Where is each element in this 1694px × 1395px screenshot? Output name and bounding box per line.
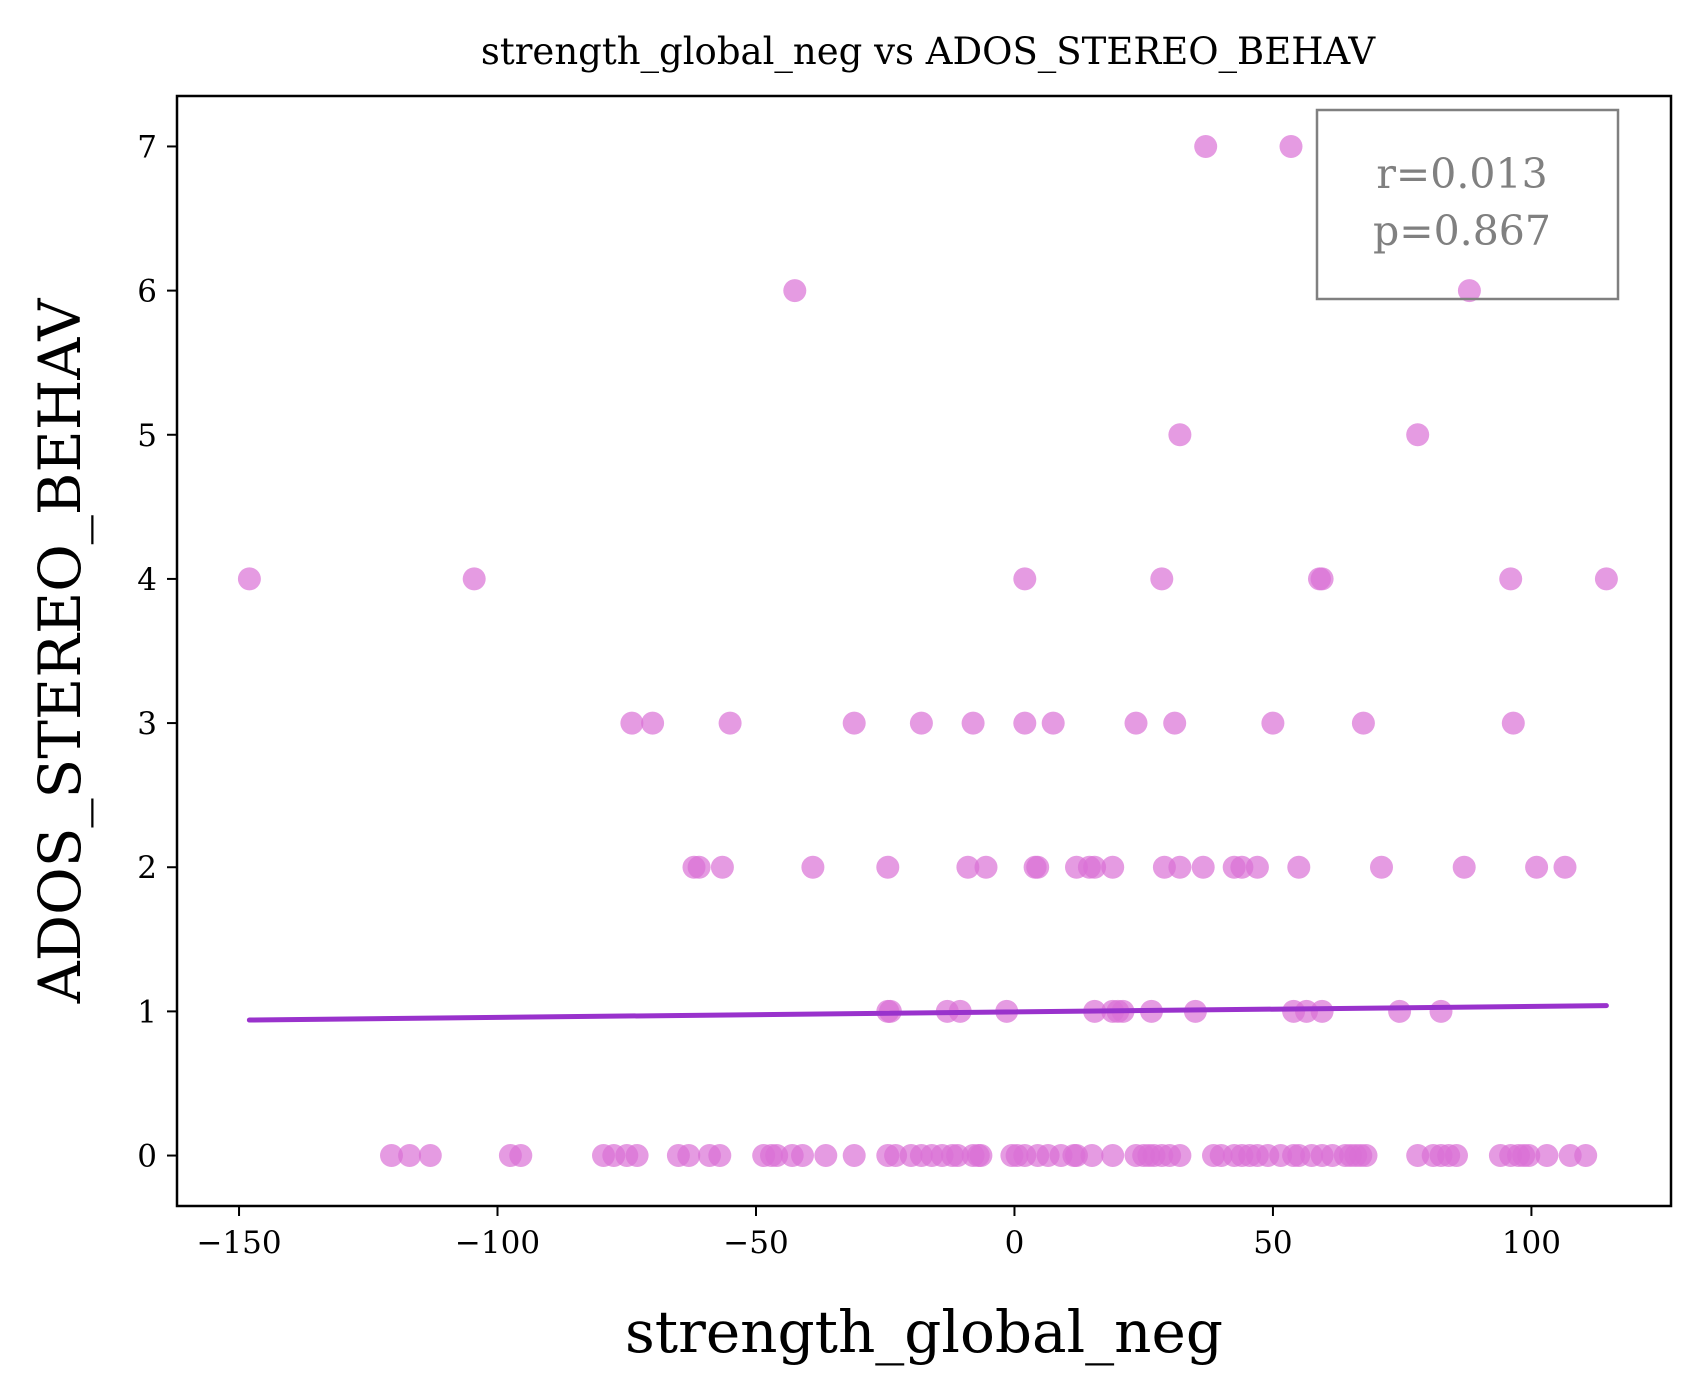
data-point <box>1124 711 1148 735</box>
data-point <box>1501 711 1525 735</box>
data-point <box>842 711 866 735</box>
data-point <box>1535 1144 1559 1167</box>
data-point <box>462 567 486 591</box>
data-point <box>509 1144 533 1167</box>
data-point <box>1168 855 1192 879</box>
data-point <box>842 1144 866 1167</box>
data-point <box>380 1144 403 1167</box>
stats-p-value: p=0.867 <box>1373 207 1551 255</box>
data-point <box>1517 1144 1541 1167</box>
x-tick-label: −150 <box>196 1225 281 1261</box>
chart-title: strength_global_neg vs ADOS_STEREO_BEHAV <box>481 30 1376 74</box>
data-point <box>1245 855 1269 879</box>
data-point <box>956 855 980 879</box>
data-point <box>1452 855 1476 879</box>
data-point <box>1553 855 1577 879</box>
data-point <box>791 1144 814 1167</box>
y-tick-label: 0 <box>137 1139 157 1175</box>
y-tick-label: 2 <box>137 850 157 886</box>
y-tick-label: 4 <box>137 562 157 598</box>
data-point <box>1370 855 1393 879</box>
data-point <box>1279 135 1303 158</box>
y-tick-label: 5 <box>137 418 157 454</box>
data-point <box>1080 1144 1104 1167</box>
data-point <box>1191 855 1215 879</box>
data-point <box>961 711 985 735</box>
data-point <box>1310 999 1334 1023</box>
data-point <box>1406 423 1430 447</box>
x-tick-label: −100 <box>455 1225 540 1261</box>
data-point <box>1445 1144 1468 1167</box>
data-point <box>1457 279 1481 303</box>
data-point <box>814 1144 838 1167</box>
data-point <box>783 279 807 303</box>
data-point <box>909 711 933 735</box>
x-tick-label: 0 <box>1005 1225 1025 1261</box>
data-point <box>1101 855 1125 879</box>
data-point <box>1354 1144 1378 1167</box>
stats-r-value: r=0.013 <box>1376 150 1547 198</box>
data-point <box>1013 567 1037 591</box>
data-point <box>620 711 644 735</box>
data-point <box>708 1144 732 1167</box>
data-point <box>801 855 825 879</box>
data-point <box>1041 711 1065 735</box>
fit-layer <box>246 1003 1609 1023</box>
data-point <box>1525 855 1549 879</box>
x-axis: −150 −100 −50 0 50 100 <box>196 1206 1561 1261</box>
data-point <box>1026 855 1050 879</box>
data-point <box>1351 711 1375 735</box>
y-tick-label: 1 <box>137 994 157 1030</box>
y-tick-label: 3 <box>137 706 157 742</box>
data-point <box>1574 1144 1598 1167</box>
y-axis-label: ADOS_STEREO_BEHAV <box>26 298 94 1005</box>
data-point <box>1168 423 1192 447</box>
data-point <box>641 711 665 735</box>
data-point <box>974 855 998 879</box>
x-axis-label: strength_global_neg <box>625 1298 1223 1366</box>
x-tick-label: −50 <box>723 1225 788 1261</box>
points-layer <box>237 135 1618 1167</box>
data-point <box>687 855 711 879</box>
data-point <box>1388 999 1412 1023</box>
stats-box-frame <box>1315 108 1620 301</box>
data-point <box>398 1144 422 1167</box>
data-point <box>1150 567 1174 591</box>
data-point <box>969 1144 993 1167</box>
plot-frame <box>175 94 1673 1208</box>
data-point <box>710 855 734 879</box>
y-axis: 0 1 2 3 4 5 6 7 <box>137 129 177 1175</box>
data-point <box>1310 567 1334 591</box>
data-point <box>876 855 900 879</box>
data-point <box>1101 1144 1125 1167</box>
data-point <box>1083 855 1107 879</box>
data-point <box>1499 567 1523 591</box>
data-point <box>1287 855 1311 879</box>
y-tick-label: 7 <box>137 129 157 165</box>
data-point <box>1194 135 1218 158</box>
data-point <box>1261 711 1285 735</box>
data-point <box>418 1144 442 1167</box>
data-point <box>677 1144 701 1167</box>
y-tick-label: 6 <box>137 274 157 310</box>
data-point <box>625 1144 649 1167</box>
data-point <box>718 711 742 735</box>
data-point <box>1429 999 1453 1023</box>
data-point <box>1013 711 1037 735</box>
x-tick-label: 50 <box>1253 1225 1292 1261</box>
x-tick-label: 100 <box>1502 1225 1561 1261</box>
stats-box: r=0.013 p=0.867 <box>1315 108 1620 301</box>
regression-line <box>246 1003 1609 1023</box>
data-point <box>1168 1144 1192 1167</box>
data-point <box>1163 711 1187 735</box>
data-point <box>1594 567 1618 591</box>
data-point <box>237 567 261 591</box>
